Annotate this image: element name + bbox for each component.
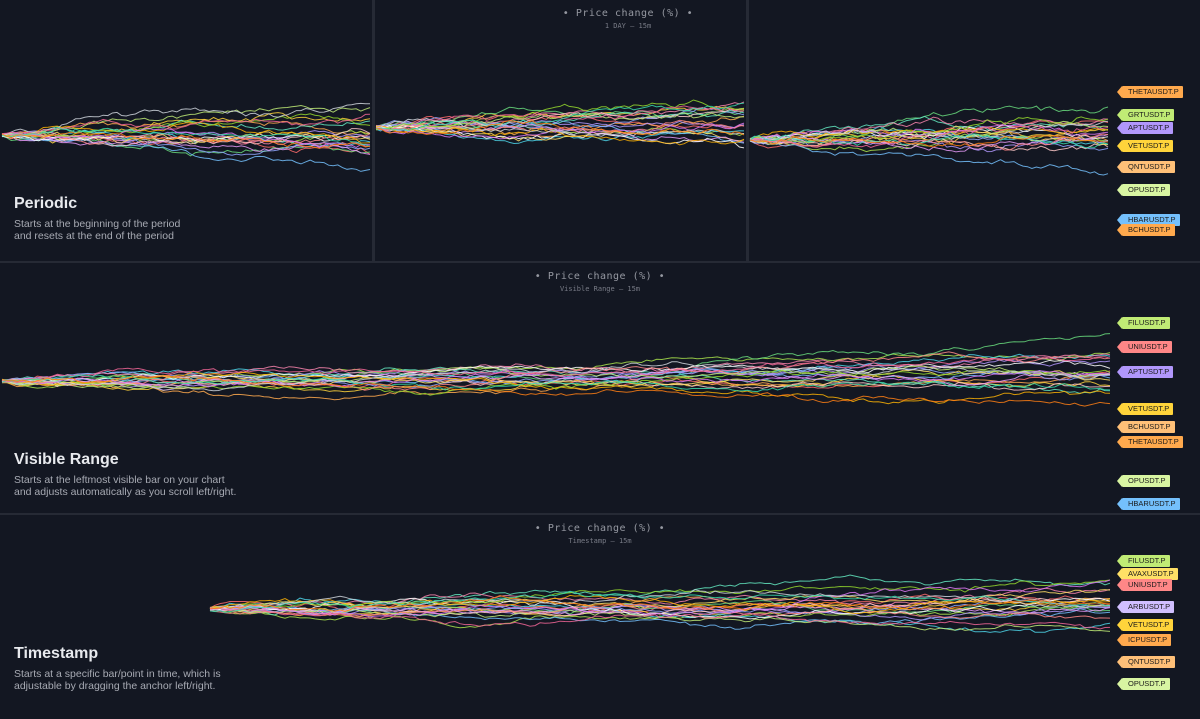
series-line	[375, 125, 745, 146]
series-line	[209, 590, 1110, 614]
series-line	[749, 116, 1109, 142]
series-line	[1, 375, 1111, 407]
period-divider	[372, 0, 375, 261]
series-line	[1, 113, 371, 135]
series-line	[1, 121, 371, 144]
series-line	[1, 366, 1111, 394]
series-line	[749, 138, 1109, 176]
series-line	[209, 607, 1111, 630]
series-line	[209, 594, 1111, 612]
series-line	[1, 126, 371, 147]
series-line	[749, 135, 1109, 148]
section-divider	[0, 513, 1200, 515]
series-line	[375, 122, 745, 140]
series-line	[1, 127, 371, 148]
series-line	[209, 589, 1111, 610]
series-line	[1, 131, 371, 150]
mode-description: Starts at a specific bar/point in time, …	[14, 668, 221, 692]
series-line	[2, 351, 1111, 391]
series-line	[749, 133, 1109, 149]
series-line	[1, 113, 371, 137]
series-line	[1, 128, 371, 147]
chart-title: • Price change (%) •	[562, 8, 694, 19]
timestamp-section: • Price change (%) • Timestamp — 15m Tim…	[0, 515, 1200, 719]
series-line	[209, 594, 1111, 615]
series-line	[375, 123, 745, 143]
series-line	[209, 589, 1111, 611]
mode-description: Starts at the leftmost visible bar on yo…	[14, 474, 237, 498]
series-line	[749, 120, 1109, 142]
chart-title: • Price change (%) •	[534, 271, 666, 282]
series-line	[1, 102, 370, 136]
chart-subtitle: Visible Range — 15m	[559, 285, 641, 293]
series-line	[375, 102, 745, 132]
mode-title: Visible Range	[14, 451, 119, 468]
series-line	[375, 99, 745, 131]
series-line	[209, 579, 1111, 618]
series-line	[1, 359, 1111, 391]
series-line	[209, 603, 1111, 619]
chart-subtitle: Timestamp — 15m	[568, 537, 632, 545]
series-line	[209, 597, 1111, 633]
series-line	[749, 138, 1109, 152]
series-line	[375, 105, 745, 131]
series-line	[1, 133, 371, 142]
series-line	[749, 115, 1109, 140]
chart-title: • Price change (%) •	[534, 523, 666, 534]
section-divider	[0, 261, 1200, 263]
mode-description: Starts at the beginning of the period an…	[14, 218, 181, 242]
periodic-section: • Price change (%) • 1 DAY — 15m Periodi…	[0, 0, 1200, 261]
period-divider	[746, 0, 749, 261]
timestamp-chart[interactable]	[0, 515, 1200, 719]
series-line	[749, 120, 1109, 144]
series-line	[1, 374, 1111, 393]
series-line	[749, 105, 1109, 146]
visible-range-section: • Price change (%) • Visible Range — 15m…	[0, 263, 1200, 513]
series-line	[1, 368, 1111, 387]
series-line	[749, 124, 1109, 140]
series-line	[749, 124, 1109, 149]
mode-title: Periodic	[14, 195, 78, 212]
series-line	[375, 119, 745, 135]
visible-range-chart[interactable]	[0, 263, 1200, 513]
series-line	[375, 119, 745, 144]
periodic-chart[interactable]	[0, 0, 1200, 261]
mode-title: Timestamp	[14, 645, 99, 662]
series-line	[1, 370, 1111, 405]
series-line	[375, 120, 745, 129]
series-line	[1, 361, 1111, 392]
series-line	[1, 355, 1111, 384]
chart-subtitle: 1 DAY — 15m	[604, 22, 652, 30]
series-line	[375, 120, 745, 136]
series-line	[1, 369, 1111, 396]
